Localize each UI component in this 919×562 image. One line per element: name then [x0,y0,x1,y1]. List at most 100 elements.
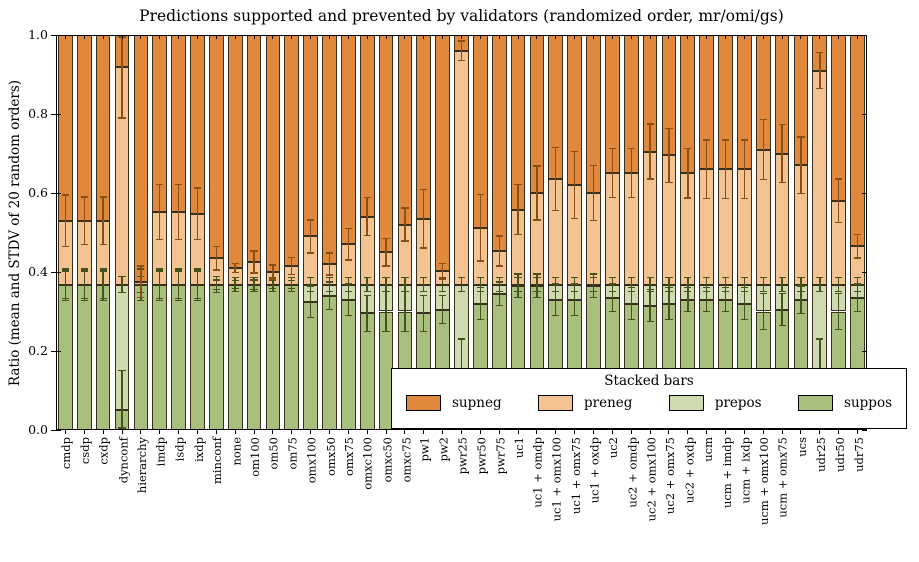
error-bar-cap [307,252,315,254]
x-tick [291,35,293,39]
error-bar-cap [307,291,315,293]
x-tick [574,35,576,39]
error-bar [838,293,840,330]
error-bar [328,277,331,292]
error-bar-cap [797,291,805,293]
x-tick-label-text: ucm + omx75 [776,437,791,518]
error-bar-cap [439,291,447,293]
x-tick-label-text: imdp [153,437,168,467]
x-tick [498,430,500,434]
error-bar-cap [627,276,635,279]
error-bar-cap [457,59,466,62]
bar-segment-suppos [284,284,300,430]
error-bar [611,277,614,292]
x-tick [668,35,670,39]
legend-label-supneg: supneg [452,395,502,411]
x-tick-label-text: udr25 [813,437,828,472]
error-bar-cap [853,291,862,293]
legend-swatch-supneg [406,395,441,411]
error-bar [215,246,217,270]
x-tick [366,430,368,434]
error-bar [668,277,670,292]
error-bar [555,283,557,316]
x-tick-label-text: pw1 [417,437,432,462]
error-bar-cap [552,146,560,149]
error-bar [630,277,632,292]
error-bar [177,184,180,240]
x-tick-label-text: dynconf [116,437,130,484]
error-bar-cap [401,240,409,242]
error-bar-cap [61,299,70,302]
y-tick [862,350,867,352]
x-tick [253,430,255,434]
x-tick [385,35,387,39]
error-bar [404,291,406,332]
error-bar [517,277,519,292]
error-bar-cap [759,328,767,330]
error-bar-cap [571,276,579,279]
x-tick [140,430,142,434]
error-bar-cap [363,234,371,237]
error-bar [328,281,331,310]
x-tick [781,35,783,39]
legend-swatch-prepos [668,395,704,411]
error-bar-cap [307,219,315,221]
error-bar-cap [250,276,258,279]
error-bar-cap [174,297,183,300]
error-bar-cap [533,273,541,275]
error-bar-cap [288,291,296,293]
error-bar [649,277,651,292]
x-tick [555,430,557,434]
bar-segment-supneg [378,35,394,253]
error-bar-cap [99,243,107,246]
error-bar [479,194,482,261]
x-tick [385,430,387,434]
x-tick [706,35,708,39]
error-bar-cap [80,270,88,272]
error-bar-cap [61,297,70,300]
error-bar-cap [325,274,334,276]
error-bar [215,279,217,290]
error-bar-cap [778,293,786,295]
error-bar [724,140,727,199]
error-bar [309,285,312,318]
x-tick-label-text: ucm + omx100 [757,437,772,525]
error-bar-cap [476,318,484,321]
x-tick-label-text: cxdp [97,437,112,465]
error-bar-cap [476,291,484,293]
x-tick-label-text: uc1 [512,437,527,459]
error-bar-cap [344,276,352,279]
bar-segment-supneg [359,35,375,217]
error-bar [347,283,350,316]
error-bar [366,197,368,236]
error-bar-cap [307,316,315,319]
error-bar-cap [118,291,126,294]
error-bar [800,285,802,314]
bar-segment-supneg [227,35,243,269]
error-bar-cap [495,235,503,237]
error-bar [630,287,632,320]
error-bar-cap [193,268,202,270]
error-bar [573,151,576,219]
x-tick-label-text: uc2 + oxdp [681,437,696,504]
error-bar [743,277,746,292]
x-tick [442,430,444,434]
error-bar-cap [363,295,371,297]
error-bar-cap [401,276,409,279]
x-tick [83,35,85,39]
y-tick [51,192,56,194]
error-bar-cap [80,297,88,300]
error-bar-cap [476,260,484,262]
y-tick [56,271,61,273]
x-tick [64,430,66,434]
error-bar-cap [231,287,239,290]
error-bar [404,208,406,242]
error-bar [705,140,708,199]
x-tick [121,430,123,434]
x-tick-label-text: uc1 + omx100 [549,437,564,522]
error-bar [592,277,595,292]
error-bar-cap [212,276,220,278]
error-bar-cap [420,188,428,191]
error-bar-cap [174,270,183,272]
error-bar-cap [627,318,635,321]
